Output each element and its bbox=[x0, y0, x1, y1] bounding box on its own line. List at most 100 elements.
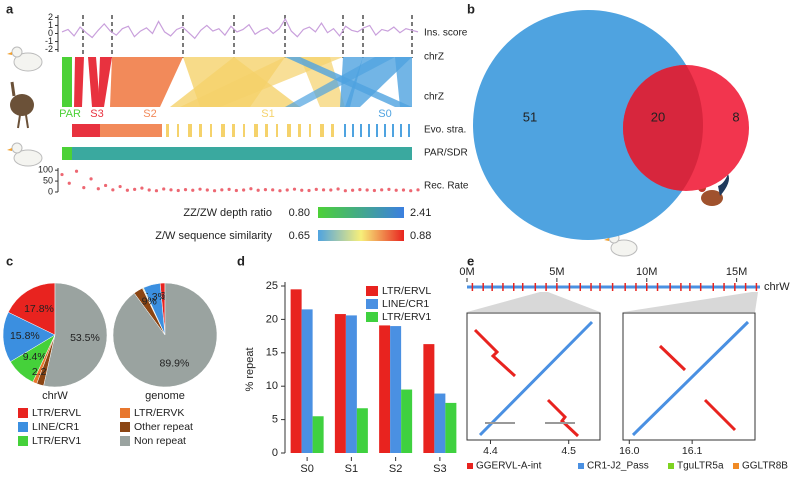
stratum-label: S3 bbox=[90, 108, 103, 120]
stratum-band bbox=[352, 124, 354, 137]
scale-label: Z/W sequence similarity bbox=[155, 230, 272, 242]
stratum-label: S2 bbox=[143, 108, 156, 120]
stratum-band bbox=[360, 124, 362, 137]
x-tick-label: 4.5 bbox=[561, 445, 576, 457]
pie-slice bbox=[43, 282, 108, 388]
legend-swatch bbox=[18, 408, 28, 418]
panel-label: d bbox=[237, 253, 245, 268]
rec-rate-point bbox=[380, 188, 384, 192]
x-tick-label: 15M bbox=[726, 266, 747, 278]
rec-rate-point bbox=[351, 188, 355, 192]
rec-rate-point bbox=[140, 186, 144, 190]
pie-label: 53.5% bbox=[70, 332, 100, 344]
bar bbox=[290, 289, 302, 453]
track-label: chrZ bbox=[424, 52, 444, 63]
rec-rate-point bbox=[292, 187, 297, 191]
scale-bars bbox=[318, 207, 404, 241]
panel-label: b bbox=[467, 1, 475, 16]
legend-swatch bbox=[18, 436, 28, 446]
scale-max: 2.41 bbox=[410, 207, 431, 219]
stratum-band bbox=[177, 124, 179, 137]
stratum-band bbox=[100, 124, 162, 137]
legend-swatch bbox=[120, 422, 130, 432]
x-tick-label: 4.4 bbox=[483, 445, 498, 457]
stratum-band bbox=[384, 124, 386, 137]
stratum-band bbox=[210, 124, 212, 137]
pie-label: 17.8% bbox=[24, 303, 54, 315]
y-tick-label: 50 bbox=[43, 175, 53, 185]
synteny-ribbons bbox=[62, 57, 412, 107]
stratum-band bbox=[344, 124, 346, 137]
rec-rate-point bbox=[82, 186, 86, 190]
x-tick-label: 16.0 bbox=[619, 445, 640, 457]
y-tick-label: 0 bbox=[48, 186, 53, 196]
legend-swatch bbox=[18, 422, 28, 432]
rec-rate-point bbox=[300, 188, 304, 192]
stratum-band bbox=[72, 124, 100, 137]
panel-label: a bbox=[6, 1, 14, 16]
dotplot-frames bbox=[466, 312, 756, 441]
rec-rate-point bbox=[74, 169, 79, 173]
pie-slice bbox=[7, 282, 56, 336]
rec-rate-point bbox=[103, 183, 108, 188]
rec-rate-point bbox=[89, 177, 93, 181]
legend-label: LTR/ERVL bbox=[32, 407, 81, 419]
rec-rate-point bbox=[256, 188, 260, 192]
legend-label: LTR/ERVL bbox=[382, 285, 431, 297]
rec-rate-point bbox=[358, 188, 362, 192]
bar bbox=[445, 402, 457, 453]
rec-rate-point bbox=[394, 188, 398, 192]
legend-label: LTR/ERV1 bbox=[382, 311, 431, 323]
rec-rate-point bbox=[176, 188, 180, 193]
stratum-band bbox=[166, 124, 169, 137]
rec-rate-point bbox=[169, 188, 173, 192]
bar bbox=[312, 416, 324, 453]
track-label: Ins. score bbox=[424, 28, 468, 39]
sdr-band bbox=[72, 147, 412, 160]
rec-rate-point bbox=[227, 187, 231, 191]
legend-label: LINE/CR1 bbox=[32, 421, 79, 433]
legend-label: Other repeat bbox=[134, 421, 193, 433]
rec-rate-point bbox=[416, 188, 420, 192]
track-label: PAR/SDR bbox=[424, 148, 468, 159]
bar bbox=[379, 325, 391, 453]
y-tick-label: -1 bbox=[45, 36, 53, 46]
stratum-band bbox=[276, 124, 278, 137]
scale-max: 0.88 bbox=[410, 230, 431, 242]
venn-set bbox=[473, 10, 703, 240]
rec-rate-point bbox=[278, 189, 282, 193]
rec-rate-point bbox=[409, 189, 413, 193]
rec-rate-point bbox=[118, 184, 122, 189]
rec-rate-point bbox=[271, 188, 275, 192]
y-tick-label: 100 bbox=[38, 165, 53, 175]
x-tick-label: 0M bbox=[459, 266, 474, 278]
stratum-band bbox=[368, 124, 370, 137]
panel-label: c bbox=[6, 253, 13, 268]
ins-score-line bbox=[61, 17, 419, 40]
rec-rate-point bbox=[343, 189, 347, 193]
stratum-band bbox=[265, 124, 268, 137]
animal-icons bbox=[7, 46, 729, 257]
x-tick-label: 16.1 bbox=[682, 445, 703, 457]
y-tick-label: 15 bbox=[266, 347, 278, 359]
legend-label: GGLTR8B bbox=[742, 461, 788, 472]
pie-slice bbox=[2, 311, 56, 363]
stratum-label: S0 bbox=[378, 108, 391, 120]
pie-slice bbox=[112, 282, 218, 388]
rec-rate-point bbox=[111, 188, 115, 192]
venn-overlap bbox=[623, 65, 703, 191]
rec-rate-point bbox=[67, 181, 71, 185]
stratum-band bbox=[254, 124, 258, 137]
bar bbox=[356, 408, 368, 453]
track-label: Evo. stra. bbox=[424, 125, 466, 136]
stratum-band bbox=[287, 124, 291, 137]
y-tick-label: -2 bbox=[45, 44, 53, 54]
legend-label: LTR/ERVK bbox=[134, 407, 184, 419]
stratum-band bbox=[392, 124, 394, 137]
y-tick-label: 1 bbox=[48, 20, 53, 30]
legend-label: LTR/ERV1 bbox=[32, 435, 81, 447]
pie-label: 89.9% bbox=[160, 357, 190, 369]
rec-rate-point bbox=[133, 187, 137, 191]
legend-swatch bbox=[467, 463, 473, 469]
